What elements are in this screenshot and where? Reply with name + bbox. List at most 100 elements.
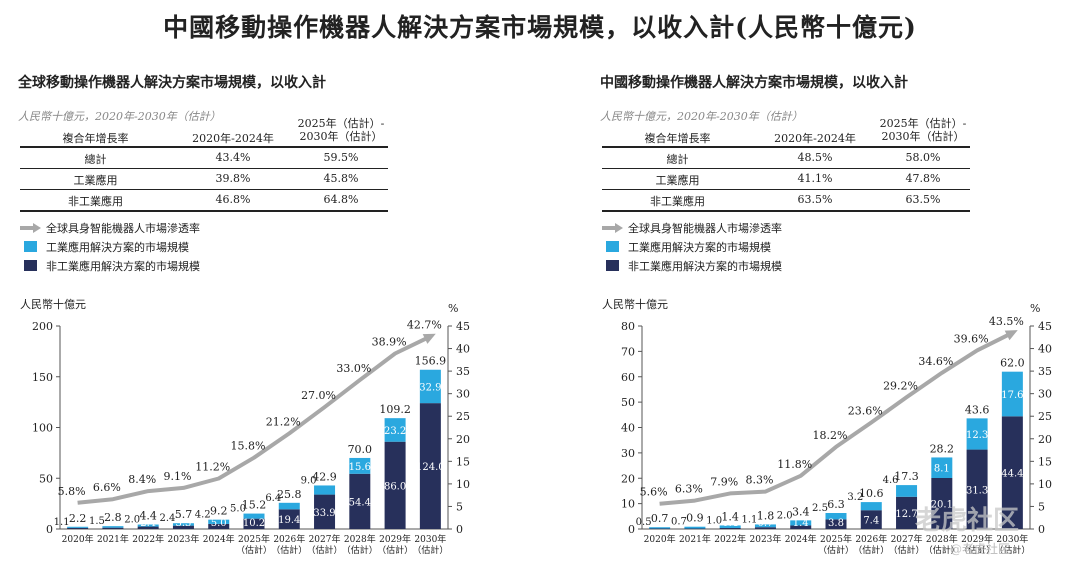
legend-line-label: 全球具身智能機器人市場滲透率 [628, 222, 782, 235]
x-tick-label-sub: （估計） [412, 544, 448, 556]
penetration-line-arrow [1004, 330, 1018, 341]
table-cell: 總計 [84, 153, 107, 166]
bar-label-nonindustrial: 1.1 [70, 518, 86, 529]
bar-total-label: 6.3 [827, 498, 845, 511]
bar-label-industrial: 1.0 [706, 515, 722, 526]
y-tick-label: 60 [621, 371, 635, 384]
line-point-label: 6.3% [675, 483, 703, 496]
table-rule [602, 210, 970, 212]
table-header-forecast-line2: 2030年（估計） [881, 130, 965, 143]
bar-label-nonindustrial: 7.4 [863, 516, 879, 527]
bar-total-label: 4.4 [139, 510, 157, 523]
line-point-label: 15.8% [231, 440, 266, 453]
bar-nonindustrial [243, 518, 265, 529]
y-tick-label: 30 [621, 447, 635, 460]
table-rule [20, 189, 388, 190]
bar-label-industrial: 2.4 [160, 513, 176, 524]
table-cell: 43.4% [215, 151, 251, 164]
bar-label-nonindustrial: 12.7 [895, 509, 917, 520]
bar-nonindustrial [754, 527, 776, 529]
x-tick-label: 2027年 [309, 533, 341, 545]
table-cell: 非工業應用 [650, 195, 705, 208]
table-row: 非工業應用 63.5% 63.5% [600, 190, 970, 210]
bar-label-industrial: 0.5 [636, 517, 652, 528]
y2-tick-label: 0 [1038, 523, 1045, 536]
bar-label-nonindustrial: 31.3 [966, 485, 988, 496]
table-header-forecast: 2025年（估計）- 2030年（估計） [868, 117, 978, 143]
y-tick-label: 50 [39, 472, 53, 485]
line-point-label: 8.3% [745, 474, 773, 487]
table-cell: 工業應用 [655, 174, 700, 187]
bar-label-industrial: 5.0 [230, 504, 246, 515]
bar-industrial [825, 513, 847, 520]
bar-total-label: 15.2 [242, 499, 267, 512]
legend-nonindustrial-label: 非工業應用解決方案的市場規模 [628, 260, 782, 273]
x-tick-label: 2024年 [203, 533, 235, 545]
bar-label-nonindustrial: 19.4 [278, 515, 300, 526]
y2-tick-label: 35 [456, 365, 470, 378]
bar-label-industrial: 9.0 [301, 475, 317, 486]
table-row: 非工業應用 46.8% 64.8% [18, 190, 388, 210]
bar-total-label: 1.4 [721, 510, 739, 523]
bar-total-label: 156.9 [415, 355, 447, 368]
table-cell: 45.8% [323, 172, 359, 185]
bar-industrial [349, 457, 371, 474]
line-arrow-icon [602, 223, 623, 233]
bar-nonindustrial [137, 526, 159, 529]
table-header-forecast: 2025年（估計）- 2030年（估計） [286, 117, 396, 143]
x-tick-label: 2029年 [379, 533, 411, 545]
bar-industrial [684, 526, 706, 529]
line-arrow-icon [20, 223, 41, 233]
x-tick-label: 2030年 [414, 533, 446, 545]
bar-label-industrial: 0.7 [671, 517, 687, 528]
bar-nonindustrial [172, 525, 194, 529]
line-point-label: 9.1% [163, 470, 191, 483]
y-tick-label: 0 [628, 523, 635, 536]
panel-title: 全球移動操作機器人解決方案市場規模，以收入計 [18, 75, 326, 91]
x-tick-label: 2027年 [891, 533, 923, 545]
bar-nonindustrial [649, 528, 671, 529]
bar-nonindustrial [931, 477, 953, 529]
bar-total-label: 43.6 [965, 403, 990, 416]
x-tick-label: 2020年 [62, 533, 94, 545]
y2-tick-label: 5 [456, 500, 463, 513]
legend-swatch [24, 260, 37, 271]
bar-nonindustrial [314, 494, 336, 529]
bar-label-nonindustrial: 3.8 [828, 518, 844, 529]
x-tick-label: 2026年 [273, 533, 305, 545]
y2-tick-label: 15 [1038, 455, 1052, 468]
bar-label-nonindustrial: 10.2 [243, 518, 265, 529]
line-point-label: 42.7% [407, 318, 442, 331]
bar-label-industrial: 4.2 [195, 510, 211, 521]
table-row: 總計 48.5% 58.0% [600, 148, 970, 168]
table-header-history: 2020年-2024年 [192, 132, 274, 145]
bar-label-industrial: 6.4 [265, 493, 281, 504]
table-row: 總計 43.4% 59.5% [18, 148, 388, 168]
legend-swatch [24, 241, 37, 252]
bar-label-industrial: 23.2 [384, 426, 406, 437]
x-tick-label: 2020年 [644, 533, 676, 545]
bar-nonindustrial [208, 523, 230, 529]
y2-tick-label: 20 [456, 433, 470, 446]
bar-label-industrial: 17.6 [1001, 390, 1023, 401]
watermark-logo: 老虎社区 [915, 506, 1020, 536]
line-point-label: 39.6% [954, 332, 989, 345]
line-point-label: 7.9% [710, 475, 738, 488]
y2-tick-label: 25 [1038, 410, 1052, 423]
bar-total-label: 17.3 [894, 470, 919, 483]
line-point-label: 8.4% [128, 473, 156, 486]
table-cell: 64.8% [323, 193, 359, 206]
bar-industrial [931, 457, 953, 478]
bar-total-label: 42.9 [312, 470, 337, 483]
y2-tick-label: 15 [456, 455, 470, 468]
bar-label-industrial: 1.1 [54, 517, 70, 528]
bar-label-nonindustrial: 54.4 [349, 497, 371, 508]
bar-total-label: 62.0 [1000, 357, 1025, 370]
x-tick-label-sub: （估計） [307, 544, 343, 556]
y-tick-label: 20 [621, 472, 635, 485]
bar-total-label: 2.8 [104, 511, 122, 524]
x-tick-label: 2026年 [855, 533, 887, 545]
y2-tick-label: 40 [1038, 343, 1052, 356]
table-cell: 39.8% [215, 172, 251, 185]
x-tick-label-sub: （估計） [994, 544, 1030, 556]
